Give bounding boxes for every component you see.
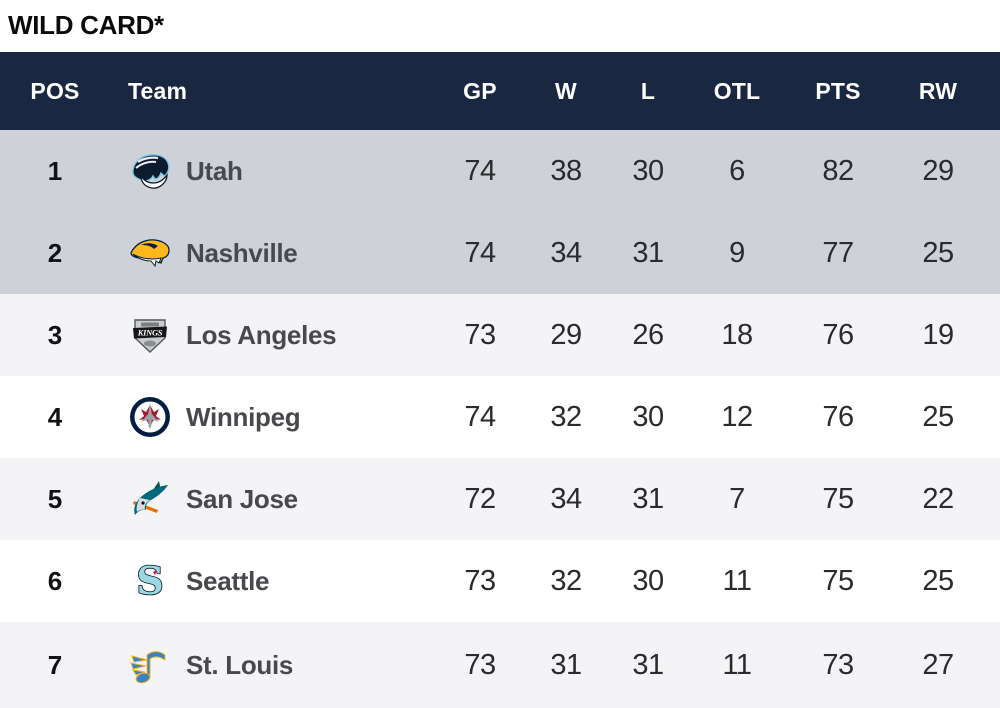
team-name: St. Louis bbox=[186, 649, 294, 680]
gp-value: 73 bbox=[464, 648, 496, 681]
seattle-kraken-logo: S bbox=[128, 559, 172, 603]
position-value: 1 bbox=[47, 155, 63, 186]
team-name: Seattle bbox=[186, 565, 270, 596]
rw-value: 25 bbox=[922, 236, 954, 269]
svg-text:KINGS: KINGS bbox=[137, 328, 163, 338]
l-value: 31 bbox=[632, 236, 664, 269]
la-kings-logo: KINGS bbox=[128, 313, 172, 357]
table-body: 1 Utah 74 38 30 6 82 29 2 Nashville 74 34… bbox=[0, 130, 1000, 708]
otl-value: 11 bbox=[722, 648, 752, 681]
otl-value: 18 bbox=[721, 318, 753, 351]
column-header-pts: PTS bbox=[815, 77, 861, 104]
pts-value: 76 bbox=[822, 400, 854, 433]
page-title: WILD CARD* bbox=[8, 10, 164, 40]
st-louis-blues-logo bbox=[128, 643, 172, 687]
team-cell: Nashville bbox=[110, 231, 436, 275]
w-value: 38 bbox=[550, 154, 582, 187]
rw-value: 27 bbox=[922, 648, 954, 681]
standings-table: POS Team GP W L OTL PTS RW 1 Utah 74 38 … bbox=[0, 52, 1000, 708]
table-row[interactable]: 4 Winnipeg 74 32 30 12 76 25 bbox=[0, 376, 1000, 458]
pts-value: 76 bbox=[822, 318, 854, 351]
position-value: 2 bbox=[47, 237, 63, 268]
w-value: 29 bbox=[550, 318, 582, 351]
otl-value: 7 bbox=[729, 482, 745, 515]
rw-value: 19 bbox=[922, 318, 954, 351]
team-cell: San Jose bbox=[110, 477, 436, 521]
table-row[interactable]: 5 San Jose 72 34 31 7 75 22 bbox=[0, 458, 1000, 540]
position-value: 7 bbox=[47, 649, 63, 680]
pts-value: 73 bbox=[822, 648, 854, 681]
gp-value: 72 bbox=[464, 482, 496, 515]
otl-value: 11 bbox=[722, 564, 752, 597]
team-name: Los Angeles bbox=[186, 319, 337, 350]
l-value: 30 bbox=[632, 564, 664, 597]
pts-value: 75 bbox=[822, 564, 854, 597]
pts-value: 77 bbox=[822, 236, 854, 269]
team-cell: S Seattle bbox=[110, 559, 436, 603]
pts-value: 82 bbox=[822, 154, 854, 187]
rw-value: 25 bbox=[922, 400, 954, 433]
position-value: 6 bbox=[47, 565, 63, 596]
l-value: 31 bbox=[632, 482, 664, 515]
team-cell: St. Louis bbox=[110, 643, 436, 687]
column-header-gp: GP bbox=[463, 77, 497, 104]
winnipeg-jets-logo bbox=[128, 395, 172, 439]
otl-value: 12 bbox=[721, 400, 753, 433]
team-cell: Utah bbox=[110, 149, 436, 193]
table-row[interactable]: 6 S Seattle 73 32 30 11 75 25 bbox=[0, 540, 1000, 622]
l-value: 30 bbox=[632, 400, 664, 433]
gp-value: 74 bbox=[464, 400, 496, 433]
table-row[interactable]: 7 St. Louis 73 31 31 11 73 27 bbox=[0, 622, 1000, 708]
san-jose-sharks-logo bbox=[128, 477, 172, 521]
team-name: Winnipeg bbox=[186, 401, 301, 432]
team-name: Nashville bbox=[186, 237, 298, 268]
gp-value: 73 bbox=[464, 318, 496, 351]
svg-text:S: S bbox=[136, 559, 163, 603]
team-cell: KINGS Los Angeles bbox=[110, 313, 436, 357]
table-row[interactable]: 2 Nashville 74 34 31 9 77 25 bbox=[0, 212, 1000, 294]
otl-value: 6 bbox=[729, 154, 745, 187]
nashville-predators-logo bbox=[128, 231, 172, 275]
table-row[interactable]: 3 KINGS Los Angeles 73 29 26 18 76 19 bbox=[0, 294, 1000, 376]
l-value: 26 bbox=[632, 318, 664, 351]
rw-value: 29 bbox=[922, 154, 954, 187]
column-header-rw: RW bbox=[918, 77, 958, 104]
column-header-pos: POS bbox=[30, 77, 80, 104]
l-value: 30 bbox=[632, 154, 664, 187]
otl-value: 9 bbox=[729, 236, 745, 269]
team-name: San Jose bbox=[186, 483, 298, 514]
table-row[interactable]: 1 Utah 74 38 30 6 82 29 bbox=[0, 130, 1000, 212]
gp-value: 74 bbox=[464, 236, 496, 269]
team-name: Utah bbox=[186, 155, 243, 186]
column-header-otl: OTL bbox=[713, 77, 761, 104]
gp-value: 74 bbox=[464, 154, 496, 187]
column-header-w: W bbox=[555, 77, 577, 104]
table-header-row: POS Team GP W L OTL PTS RW bbox=[0, 52, 1000, 130]
w-value: 32 bbox=[550, 400, 582, 433]
position-value: 5 bbox=[47, 483, 63, 514]
l-value: 31 bbox=[632, 648, 664, 681]
position-value: 3 bbox=[47, 319, 63, 350]
rw-value: 22 bbox=[922, 482, 954, 515]
team-cell: Winnipeg bbox=[110, 395, 436, 439]
gp-value: 73 bbox=[464, 564, 496, 597]
w-value: 32 bbox=[550, 564, 582, 597]
w-value: 34 bbox=[550, 236, 582, 269]
rw-value: 25 bbox=[922, 564, 954, 597]
position-value: 4 bbox=[47, 401, 63, 432]
w-value: 31 bbox=[550, 648, 582, 681]
column-header-l: L bbox=[640, 77, 656, 104]
column-header-team: Team bbox=[128, 77, 188, 104]
w-value: 34 bbox=[550, 482, 582, 515]
pts-value: 75 bbox=[822, 482, 854, 515]
utah-mammoth-logo bbox=[128, 149, 172, 193]
